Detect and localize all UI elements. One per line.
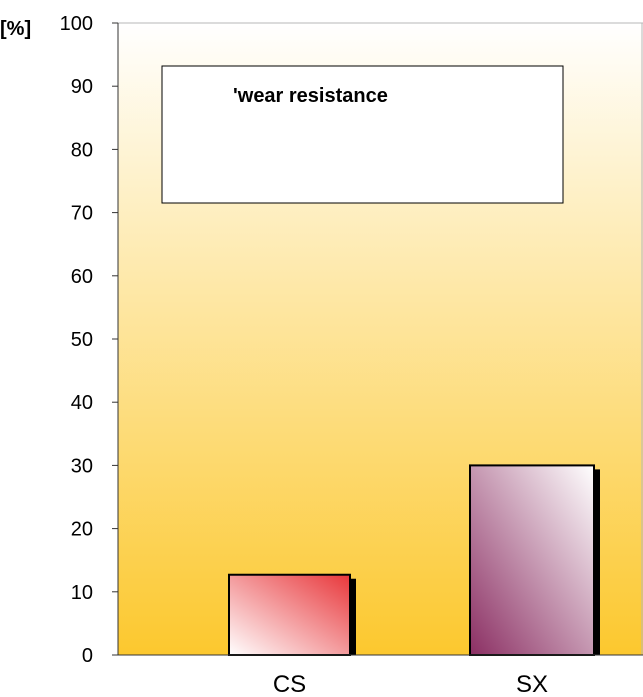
y-axis-label: [%] bbox=[0, 18, 31, 40]
x-category-label-sx: SX bbox=[516, 671, 548, 697]
y-tick-label: 0 bbox=[82, 645, 93, 667]
y-tick-label: 80 bbox=[71, 139, 93, 161]
bar-sx bbox=[469, 464, 595, 656]
y-tick-label: 30 bbox=[71, 455, 93, 477]
y-tick-label: 100 bbox=[60, 13, 93, 35]
y-tick-label: 70 bbox=[71, 203, 93, 225]
legend-box bbox=[161, 65, 564, 204]
y-tick-label: 90 bbox=[71, 76, 93, 98]
legend-label: 'wear resistance bbox=[233, 85, 388, 107]
y-axis-ticks: 0 10 20 30 40 50 60 70 80 90 100 bbox=[60, 13, 118, 667]
bars-layer bbox=[228, 464, 600, 657]
y-tick-label: 60 bbox=[71, 266, 93, 288]
x-category-label-cs: CS bbox=[273, 671, 306, 697]
y-tick-label: 10 bbox=[71, 582, 93, 604]
y-tick-label: 40 bbox=[71, 392, 93, 414]
bar-cs bbox=[228, 573, 351, 657]
y-tick-label: 50 bbox=[71, 329, 93, 351]
y-tick-label: 20 bbox=[71, 519, 93, 541]
x-axis-labels: CS SX bbox=[273, 671, 548, 697]
